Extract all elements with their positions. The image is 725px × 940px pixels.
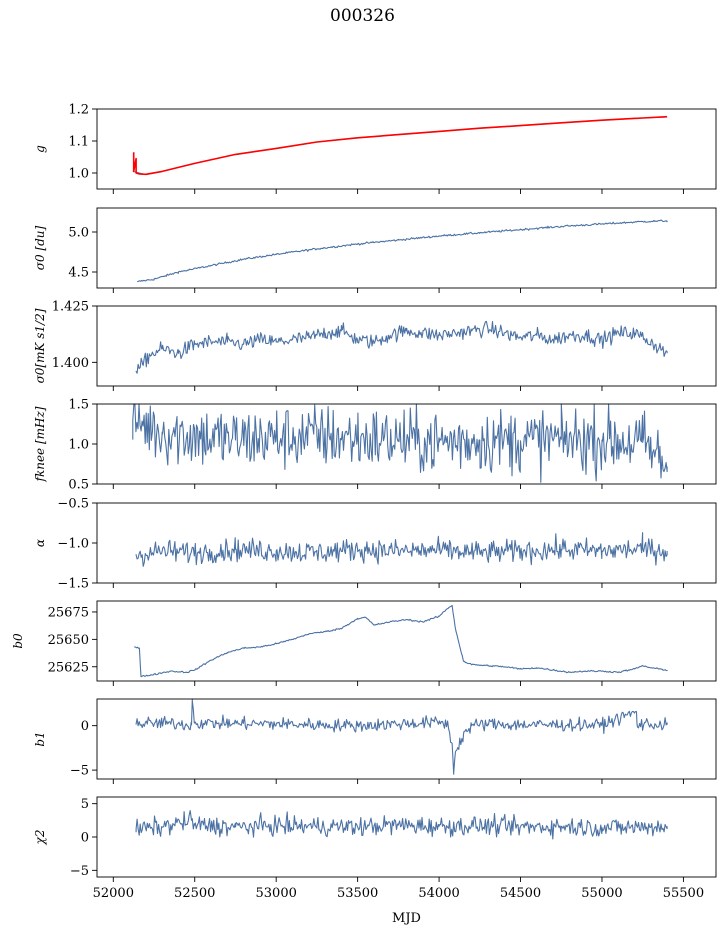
- panel-4: −1.5 −1.0 −0.5 α: [33, 497, 717, 592]
- series-line-3-0: [132, 403, 668, 483]
- y-tick-label: 0: [81, 831, 89, 846]
- y-tick-label: 0.5: [68, 478, 89, 493]
- y-axis-label: χ2: [33, 830, 47, 846]
- y-tick-label: 1.425: [52, 300, 89, 315]
- y-axis-label: b1: [33, 731, 47, 746]
- x-tick-label: 55000: [581, 886, 622, 901]
- y-tick-label: 1.2: [68, 103, 89, 118]
- panel-0: 1.0 1.1 1.2 g: [33, 103, 717, 194]
- series-line-1-0: [137, 219, 668, 283]
- y-tick-label: 1.1: [68, 135, 89, 150]
- x-axis-label: MJD: [392, 911, 421, 926]
- y-tick-label: 5: [81, 797, 89, 812]
- panel-1: 4.5 5.0 σ0 [du]: [33, 207, 717, 293]
- axes-frame: [96, 207, 717, 289]
- panel-3: 0.5 1.0 1.5 fknee [mHz]: [33, 398, 717, 493]
- x-tick-label: 55500: [663, 886, 704, 901]
- y-axis-label: α: [33, 539, 47, 547]
- series-line-2-0: [135, 320, 668, 374]
- y-tick-label: −1.5: [57, 577, 89, 592]
- axes-frame: [96, 305, 717, 387]
- y-tick-label: 25650: [48, 633, 89, 648]
- y-tick-label: −5: [70, 864, 89, 879]
- y-tick-label: 1.0: [68, 167, 89, 182]
- y-tick-label: 25675: [48, 605, 89, 620]
- series-line-6-0: [135, 698, 668, 775]
- y-tick-label: 25625: [48, 660, 89, 675]
- x-tick-label: 54500: [500, 886, 541, 901]
- figure-title: 000326: [330, 6, 395, 26]
- series-line-7-0: [135, 810, 668, 840]
- y-tick-label: −5: [70, 764, 89, 779]
- series-line-0-1: [132, 115, 668, 176]
- panel-5: 25625 25650 25675 b0: [11, 600, 717, 686]
- y-axis-label: σ0 [du]: [33, 225, 47, 270]
- y-tick-label: 5.0: [68, 226, 89, 241]
- x-tick-label: 53000: [256, 886, 297, 901]
- y-tick-label: 1.5: [68, 398, 89, 413]
- axes-frame: [96, 502, 717, 584]
- series-line-5-0: [133, 604, 668, 678]
- y-tick-label: 1.400: [52, 356, 89, 371]
- y-axis-label: b0: [11, 633, 25, 649]
- y-tick-label: −1.0: [57, 537, 89, 552]
- panel-2: 1.400 1.425 σ0[mK s1/2]: [33, 300, 717, 391]
- y-axis-label: fknee [mHz]: [33, 406, 47, 482]
- y-tick-label: 4.5: [68, 266, 89, 281]
- panel-7: −5 0 5 52000 52500 53000 53500 54000 54500 55000 5…: [33, 796, 717, 901]
- x-tick-label: 52500: [174, 886, 215, 901]
- y-tick-label: 1.0: [68, 438, 89, 453]
- x-tick-label: 53500: [337, 886, 378, 901]
- y-axis-label: σ0[mK s1/2]: [33, 308, 47, 383]
- y-tick-label: 0: [81, 719, 89, 734]
- panel-6: −5 0 b1: [33, 698, 717, 784]
- y-tick-label: −0.5: [57, 497, 89, 512]
- series-line-4-0: [135, 532, 668, 567]
- axes-frame: [96, 796, 717, 878]
- axes-frame: [96, 698, 717, 780]
- y-axis-label: g: [33, 145, 47, 153]
- axes-frame: [96, 600, 717, 682]
- x-tick-label: 54000: [418, 886, 459, 901]
- axes-frame: [96, 108, 717, 190]
- x-tick-label: 52000: [93, 886, 134, 901]
- series-line-0-0: [132, 116, 668, 176]
